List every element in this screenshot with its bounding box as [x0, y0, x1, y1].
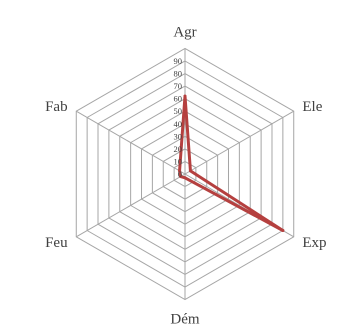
data-point [179, 175, 183, 179]
tick-label: 20 [174, 144, 183, 154]
axis-spoke [184, 110, 294, 175]
axis-label-ele: Ele [302, 99, 322, 115]
axis-label-dém: Dém [170, 312, 199, 324]
axis-spoke [76, 173, 186, 238]
tick-label: 80 [174, 69, 183, 79]
tick-label: 40 [174, 119, 183, 129]
tick-label: 60 [174, 94, 183, 104]
tick-label: 10 [174, 156, 183, 166]
tick-label: 0 [178, 169, 182, 179]
tick-label: 90 [174, 56, 183, 66]
data-point [183, 176, 187, 180]
radar-series [178, 94, 285, 232]
radar-axis-labels: Agr Ele Exp Dém Feu Fab [45, 24, 326, 324]
tick-label: 70 [174, 81, 183, 91]
axis-spoke [76, 110, 186, 175]
axis-label-fab: Fab [45, 99, 68, 115]
tick-label: 30 [174, 131, 183, 141]
data-point [281, 229, 285, 232]
data-point [188, 169, 192, 173]
axis-label-feu: Feu [45, 235, 68, 251]
axis-label-agr: Agr [173, 24, 196, 40]
axis-label-exp: Exp [302, 235, 326, 251]
data-point [178, 169, 182, 173]
data-point [183, 94, 187, 98]
tick-label: 50 [174, 106, 183, 116]
radar-tick-labels: 0 10 20 30 40 50 60 70 80 90 [174, 56, 183, 179]
